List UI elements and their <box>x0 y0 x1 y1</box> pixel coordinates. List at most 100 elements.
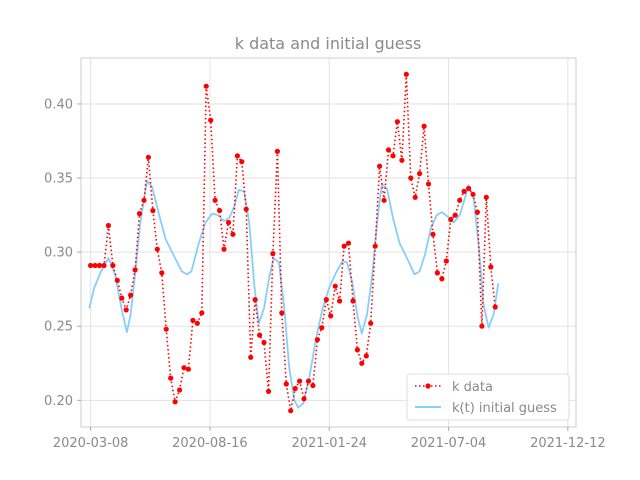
data-point-k <box>297 378 303 384</box>
data-point-k <box>234 153 240 159</box>
data-point-k <box>341 243 347 249</box>
y-tick-label: 0.20 <box>44 394 73 409</box>
data-point-k <box>181 365 187 371</box>
data-point-k <box>172 399 178 405</box>
y-axis: 0.20 0.25 0.30 0.35 0.40 <box>44 97 81 409</box>
data-point-k <box>394 119 400 125</box>
data-point-k <box>101 262 107 269</box>
data-point-k <box>421 123 427 129</box>
data-point-k <box>136 211 143 217</box>
data-point-k <box>332 283 338 289</box>
data-point-k <box>274 148 280 154</box>
legend: k data k(t) initial guess <box>406 373 570 421</box>
data-point-k <box>261 339 267 346</box>
data-point-k <box>194 320 200 326</box>
data-point-k <box>314 337 320 343</box>
data-point-k <box>177 387 183 393</box>
data-point-k <box>128 292 134 298</box>
x-tick-label: 2021-01-24 <box>291 436 367 451</box>
data-point-k <box>439 276 445 282</box>
data-point-k <box>225 219 232 226</box>
x-axis: 2020-03-08 2020-08-16 2021-01-24 2021-07-04… <box>53 427 606 451</box>
data-point-k <box>372 243 378 249</box>
data-point-k <box>301 396 307 402</box>
data-point-k <box>408 175 414 181</box>
data-point-k <box>381 197 387 203</box>
data-point-k <box>345 240 352 246</box>
data-point-k <box>452 212 458 218</box>
data-point-k <box>448 216 454 223</box>
x-tick-label: 2020-08-16 <box>172 436 248 451</box>
data-point-k <box>203 83 209 89</box>
data-point-k <box>390 153 396 159</box>
data-point-k <box>412 194 418 200</box>
data-point-k <box>443 258 449 264</box>
data-point-k <box>337 298 343 304</box>
x-tick-label: 2021-12-12 <box>530 436 606 451</box>
data-point-k <box>141 197 147 203</box>
data-point-k <box>310 382 316 389</box>
data-point-k <box>474 209 480 215</box>
y-tick-label: 0.35 <box>44 172 73 187</box>
data-point-k <box>483 194 489 200</box>
data-point-k <box>150 208 156 214</box>
data-point-k <box>199 310 205 316</box>
grid <box>81 58 576 427</box>
data-point-k <box>425 181 432 187</box>
data-point-k <box>217 208 223 214</box>
data-point-k <box>190 317 196 323</box>
data-point-k <box>377 163 383 169</box>
data-point-k <box>92 262 98 269</box>
data-point-k <box>105 222 111 229</box>
data-point-k <box>248 354 254 360</box>
data-point-k <box>350 298 356 304</box>
legend-label-k-data: k data <box>452 380 493 395</box>
data-point-k <box>457 197 463 203</box>
data-point-k <box>385 147 392 153</box>
data-point-k <box>265 388 272 394</box>
data-point-k <box>145 154 151 160</box>
data-point-k <box>488 264 494 270</box>
data-point-k <box>163 326 169 332</box>
data-point-k <box>470 191 476 197</box>
data-point-k <box>323 297 329 303</box>
data-point-k <box>417 171 423 177</box>
data-point-k <box>252 297 258 303</box>
data-point-k <box>110 262 116 269</box>
data-point-k <box>363 353 369 359</box>
data-point-k <box>114 277 120 283</box>
data-point-k <box>305 378 312 384</box>
series-line-k-data <box>90 73 496 412</box>
data-point-k <box>243 206 249 212</box>
data-point-k <box>492 304 498 310</box>
y-tick-label: 0.30 <box>44 246 73 261</box>
data-point-k <box>430 231 436 237</box>
data-point-k <box>328 313 334 319</box>
data-point-k <box>359 360 365 366</box>
series-line-initial-guess <box>88 180 500 409</box>
x-tick-label: 2020-03-08 <box>53 436 129 451</box>
legend-label-initial-guess: k(t) initial guess <box>452 401 557 416</box>
data-point-k <box>96 262 103 269</box>
data-point-k <box>239 159 245 165</box>
data-point-k <box>230 231 236 237</box>
data-point-k <box>119 295 125 301</box>
data-point-k <box>159 270 165 276</box>
data-point-k <box>221 246 227 252</box>
y-tick-label: 0.40 <box>44 97 73 112</box>
data-point-k <box>168 375 174 381</box>
data-point-k <box>154 246 160 252</box>
data-point-k <box>283 381 289 387</box>
data-point-k <box>292 385 298 392</box>
y-tick-label: 0.25 <box>44 320 73 335</box>
data-point-k <box>270 251 276 257</box>
data-point-k <box>479 323 485 329</box>
data-point-k <box>208 117 214 123</box>
data-point-k <box>466 185 472 191</box>
data-point-k <box>132 267 138 273</box>
data-point-k <box>399 157 405 163</box>
data-point-k <box>212 197 218 203</box>
data-point-k <box>434 270 440 276</box>
data-point-k <box>123 307 129 313</box>
